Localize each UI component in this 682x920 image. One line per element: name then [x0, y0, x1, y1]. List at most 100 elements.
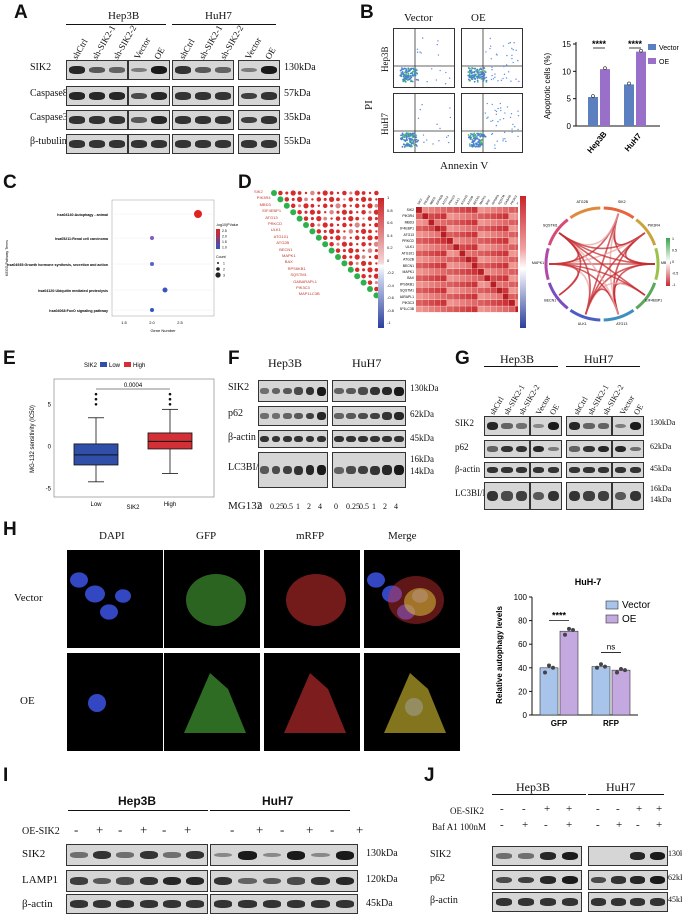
c-count-dot: [217, 262, 219, 264]
band: [532, 491, 545, 501]
j-sign2: +: [522, 819, 529, 831]
band: [630, 852, 646, 860]
g-lane-label: OE: [632, 402, 646, 417]
a-blot: [66, 86, 128, 106]
a-blot: [238, 134, 280, 154]
d-heat-cell: [440, 238, 447, 244]
d-heat-cell: [422, 300, 429, 306]
h-channel-label: GFP: [196, 530, 217, 542]
d-scale-value: 0.2: [387, 245, 393, 250]
f-dose-value: 0.5: [283, 502, 293, 511]
d-corr-dot: [322, 241, 329, 248]
d-heat-cell: [502, 269, 509, 275]
d-heat-row-label: BECN1: [403, 264, 414, 268]
d-heat-cell: [478, 213, 484, 220]
d-heat-cell: [471, 275, 478, 282]
d-heat-cell: [459, 225, 466, 232]
d-heat-col-label: BAX: [485, 198, 491, 205]
c-term-label: hsa04935:Growth hormone synthesis, secre…: [7, 263, 108, 267]
band: [583, 445, 595, 453]
f-dose-value: 2: [307, 502, 311, 511]
d-heat-cell: [453, 269, 460, 275]
d-corr-dot: [348, 248, 354, 254]
band: [630, 876, 646, 884]
c-term-label: hsa04120:Ubiquitin mediated proteolysis: [38, 289, 108, 293]
d-chord-scale-value: -0.5: [672, 272, 678, 276]
d-corr-dot: [375, 198, 378, 201]
b-xtick: HuH7: [623, 131, 644, 153]
g-blot: [484, 440, 530, 458]
d-corr-dot: [375, 230, 378, 233]
d-corr-dot: [329, 228, 335, 234]
d-heat-cell: [478, 262, 484, 269]
d-chord-link: [613, 213, 646, 246]
a-lane-label: Vector: [243, 35, 264, 61]
i-blot: [66, 894, 208, 914]
g-lane-label: OE: [548, 402, 562, 417]
e-xtick: High: [164, 502, 176, 508]
panel-letter-i: I: [3, 765, 9, 786]
band: [501, 467, 513, 473]
g-blot: [612, 416, 644, 436]
a-blot: [66, 60, 128, 80]
d-heat-cell: [515, 238, 518, 244]
d-heat-col-label: ATG2B: [466, 195, 474, 205]
d-scale-value: -1: [387, 320, 391, 325]
d-corr-dot: [355, 261, 359, 265]
band: [283, 465, 292, 475]
d-corr-dot: [336, 229, 340, 234]
d-corr-dot: [336, 223, 340, 227]
band: [317, 412, 326, 420]
d-heat-cell: [509, 300, 515, 306]
i-sign: +: [96, 822, 104, 837]
band: [69, 877, 88, 885]
d-heat-cell: [440, 269, 447, 275]
d-gene-label: EIF4EBP1: [262, 208, 282, 214]
c-count-title: Count: [216, 255, 226, 259]
j-row-size-label: 62kDa: [668, 873, 682, 882]
d-heat-cell: [428, 213, 435, 220]
d-heat-cell: [509, 306, 515, 313]
c-count-dot: [216, 267, 220, 271]
d-heat-col-label: RPS6KB1: [491, 195, 501, 206]
d-corr-dot: [341, 260, 348, 267]
band: [335, 876, 355, 886]
i-row-label: β-actin: [22, 898, 53, 910]
c-dot: [194, 210, 202, 218]
j-blot: [588, 870, 668, 890]
d-heat-cell: [434, 207, 441, 213]
f-row-size2: 14kDa: [410, 466, 434, 476]
band: [649, 851, 665, 861]
f-row-size: 16kDa: [410, 454, 434, 464]
d-heat-cell: [440, 256, 447, 263]
band: [89, 140, 105, 148]
d-heat-cell: [459, 300, 466, 306]
d-heat-col-label: MAPK1: [478, 195, 487, 206]
h-channel-label: mRFP: [296, 530, 325, 542]
a-row-label: SIK2: [30, 62, 52, 73]
d-heat-cell: [447, 293, 453, 300]
d-heat-cell: [484, 281, 491, 288]
band: [311, 876, 330, 886]
band: [195, 66, 211, 74]
d-corr-dot: [329, 223, 334, 227]
d-corr-dot: [343, 198, 346, 201]
d-corr-dot: [348, 261, 354, 266]
fluorescence-image: [264, 653, 360, 751]
d-gene-label: MAP1LC3B: [298, 291, 320, 297]
d-heat-cell: [447, 207, 453, 213]
d-corr-dot: [336, 242, 340, 246]
i-sign: +: [256, 822, 264, 837]
band: [131, 67, 147, 73]
d-heat-cell: [509, 262, 515, 269]
band: [116, 900, 135, 908]
d-heat-cell: [465, 250, 472, 257]
d-corr-dot: [290, 203, 296, 209]
d-corr-dot: [329, 241, 334, 247]
c-dot-plot-svg: hsa04140:Autophagy - animal hsa05211:Rena…: [5, 199, 238, 333]
b-sig: ****: [628, 39, 643, 49]
band: [649, 898, 665, 906]
c-term-label: hsa05211:Renal cell carcinoma: [55, 237, 109, 241]
a-blot: [172, 134, 234, 154]
e-legend-title: SIK2: [84, 363, 98, 369]
